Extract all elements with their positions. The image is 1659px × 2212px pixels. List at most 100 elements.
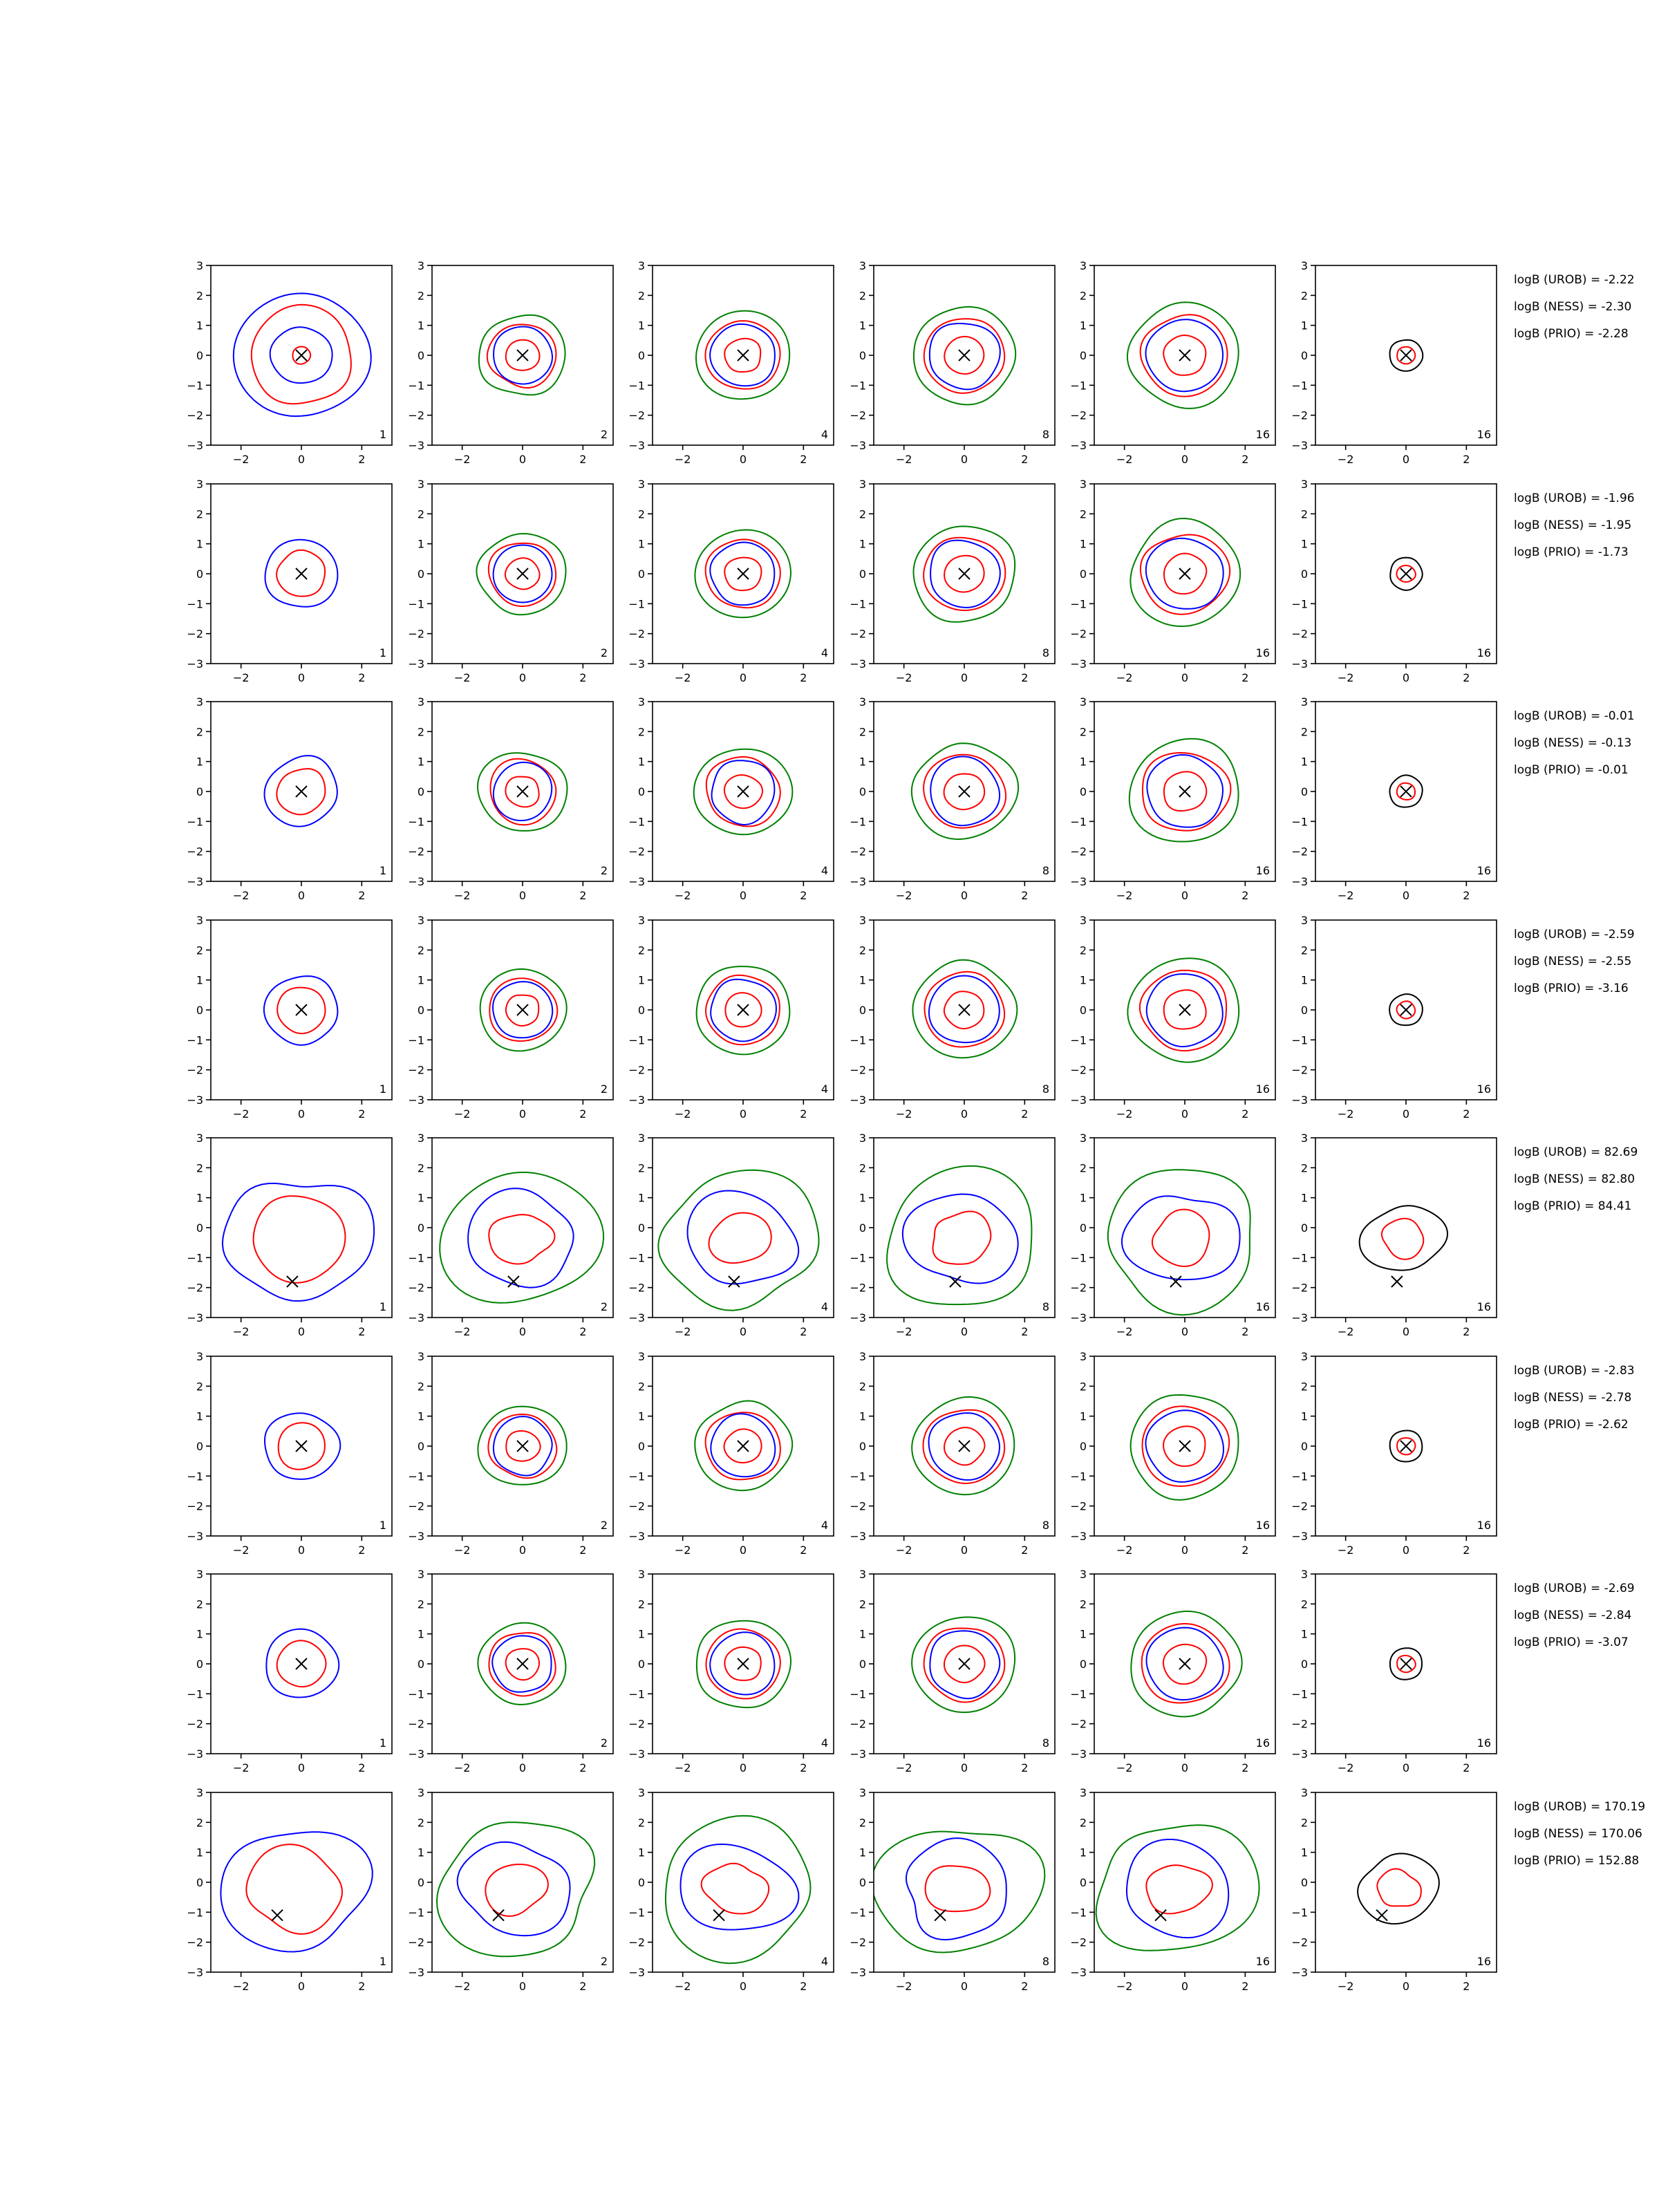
y-tick-label: −2 [408,1500,424,1513]
y-tick-label: −3 [1291,657,1308,671]
contour-line-ness [485,1864,549,1918]
reference-point-marker [507,1275,520,1288]
reference-point-marker [958,568,971,580]
subplot-panel: −2 0 2 −3 −2 −1 0 1 2 3 1 [187,1568,393,1774]
panel-tag: 1 [379,646,386,659]
panel-tag: 1 [379,428,386,441]
panel-tag: 8 [1042,1519,1049,1532]
y-tick-label: 1 [859,538,866,551]
x-tick-label: −2 [454,1980,471,1993]
contour-line-ness [505,776,540,808]
y-tick-label: 1 [418,756,424,769]
subplot-panel: −2 0 2 −3 −2 −1 0 1 2 3 1 [187,1132,393,1338]
panel-tag: 16 [1256,1082,1270,1096]
y-tick-label: −2 [408,845,424,859]
x-tick-label: 2 [1021,671,1028,684]
contour-line-prio [1107,1169,1251,1316]
x-tick-label: 0 [1181,1107,1188,1121]
y-tick-label: 3 [859,1350,866,1363]
y-tick-label: 2 [196,1161,203,1174]
contour-line-urob [930,756,1001,827]
y-tick-label: −2 [408,1936,424,1949]
contour-line-ness [488,1214,556,1265]
reference-point-marker [737,1658,749,1670]
x-tick-label: 2 [1241,1544,1248,1557]
logb-label-ness: logB (NESS) = -1.95 [1514,518,1631,532]
y-tick-label: 3 [638,1350,645,1363]
y-tick-label: 1 [1080,974,1087,987]
figure-row: −2 0 2 −3 −2 −1 0 1 2 3 1 −2 0 2 −3 −2 −1 0 1 2 3 2 −2 0 2 −3 −2 −1… [187,478,1634,684]
logb-label-urob: logB (UROB) = -2.22 [1514,273,1635,287]
contour-line-ness [943,1427,986,1466]
x-tick-label: −2 [1338,1107,1354,1121]
axes-frame [1094,1137,1276,1318]
y-tick-label: 3 [196,1350,203,1363]
contour-line-urob [467,1188,574,1288]
contour-line-ness [724,337,762,373]
subplot-panel: −2 0 2 −3 −2 −1 0 1 2 3 16 [1070,1132,1276,1338]
panel-tag: 1 [379,1300,386,1313]
y-tick-label: 2 [859,1816,866,1829]
y-tick-label: −2 [850,1500,866,1513]
x-tick-label: −2 [1338,1544,1354,1557]
reference-point-marker [516,1004,529,1016]
y-tick-label: −3 [187,1311,203,1324]
panel-tag: 8 [1042,646,1049,659]
y-tick-label: 2 [196,507,203,521]
y-tick-label: 3 [638,1132,645,1145]
subplot-panel: −2 0 2 −3 −2 −1 0 1 2 3 16 [1291,259,1497,466]
y-tick-label: 0 [196,1658,203,1671]
contour-line-urob [1145,1409,1225,1483]
panel-tag: 1 [379,1519,386,1532]
panel-tag: 2 [601,646,608,659]
y-tick-label: −2 [1291,628,1308,641]
contour-line-prio [477,1622,567,1705]
reference-point-marker [516,785,529,798]
subplot-panel: −2 0 2 −3 −2 −1 0 1 2 3 1 [187,695,393,902]
logb-label-urob: logB (UROB) = 170.19 [1514,1800,1645,1814]
reference-point-marker [737,1004,749,1016]
contour-group [911,1396,1015,1496]
contour-line-urob [492,1416,553,1477]
contour-line-urob [491,981,554,1039]
subplot-panel: −2 0 2 −3 −2 −1 0 1 2 3 16 [1070,1786,1276,1993]
contour-line-prio [435,1821,596,1958]
y-tick-label: 0 [196,1440,203,1453]
subplot-panel: −2 0 2 −3 −2 −1 0 1 2 3 2 [408,1568,614,1774]
y-tick-label: 1 [1301,1628,1308,1641]
y-tick-label: 0 [638,1658,645,1671]
x-tick-label: −2 [675,889,691,902]
contour-group [265,1628,340,1698]
contour-line-ness [1163,334,1207,376]
y-tick-label: 2 [1080,507,1087,521]
y-tick-label: −2 [1070,1064,1087,1077]
x-tick-label: 0 [1181,889,1188,902]
y-tick-label: −1 [850,1470,866,1483]
y-tick-label: 2 [1301,1380,1308,1393]
y-tick-label: −1 [408,1687,424,1700]
panel-tag: 2 [601,1736,608,1750]
x-tick-label: 2 [1463,1544,1470,1557]
contour-line-ness [924,971,1006,1048]
y-tick-label: −2 [628,1282,645,1295]
y-tick-label: −1 [628,1251,645,1264]
y-tick-label: −1 [408,597,424,610]
contour-line-prio [912,306,1017,406]
y-tick-label: 0 [1080,1004,1087,1017]
reference-point-marker [295,1004,308,1016]
contour-line-ness [1396,346,1416,365]
panel-tag: 2 [601,1519,608,1532]
y-tick-label: −1 [408,1033,424,1047]
y-tick-label: 0 [418,1440,424,1453]
contour-group [476,532,567,616]
y-tick-label: −2 [628,845,645,859]
panel-tag: 16 [1256,1955,1270,1968]
contour-line-ness [1396,782,1416,800]
contour-group [1095,1824,1260,1951]
y-tick-label: 2 [1080,289,1087,302]
y-tick-label: 2 [418,507,424,521]
y-tick-label: 3 [1080,259,1087,272]
y-tick-label: 1 [196,1410,203,1423]
reference-point-marker [1179,1004,1191,1016]
y-tick-label: 3 [638,1786,645,1799]
